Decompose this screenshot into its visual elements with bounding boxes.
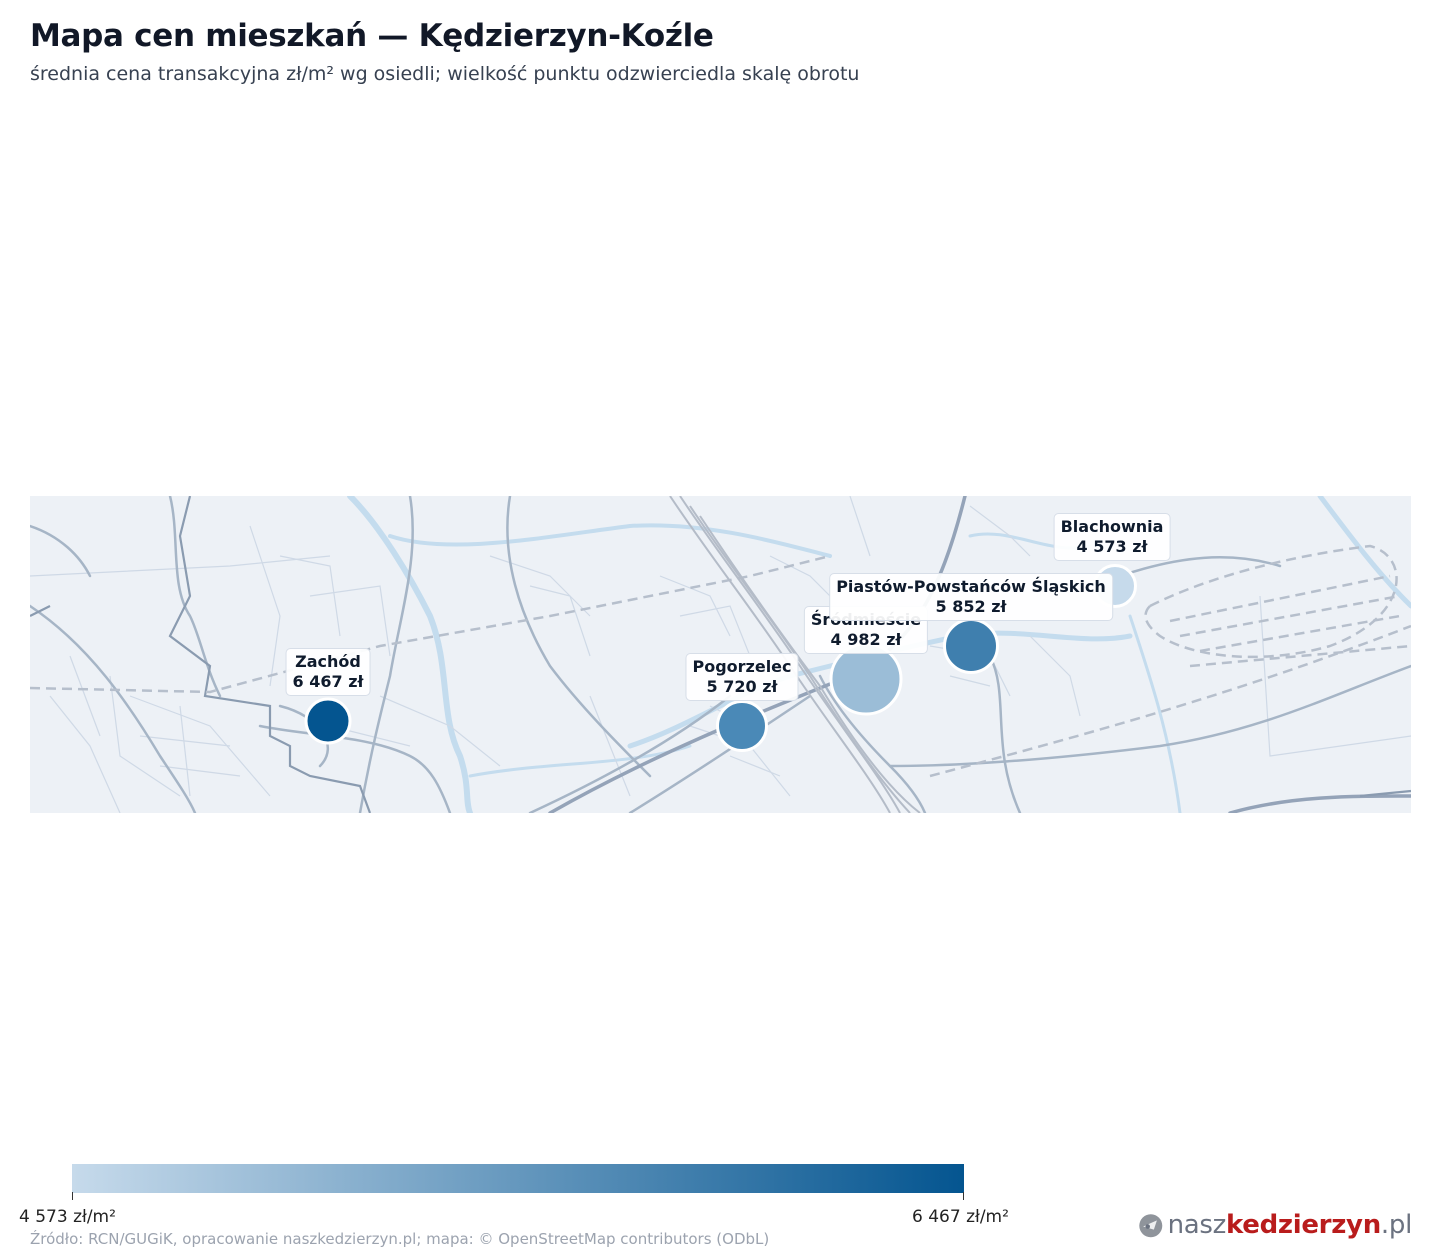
brand-suffix: .pl <box>1380 1210 1412 1240</box>
brand-prefix: nasz <box>1167 1210 1227 1240</box>
district-price: 4 982 zł <box>830 630 902 649</box>
district-label-piastow: Piastów-Powstańców Śląskich 5 852 zł <box>829 573 1113 621</box>
page-title: Mapa cen mieszkań — Kędzierzyn-Koźle <box>30 18 714 54</box>
district-label-pogorzelec: Pogorzelec 5 720 zł <box>685 653 799 701</box>
district-name: Pogorzelec <box>692 657 792 676</box>
rocket-globe-icon <box>1139 1214 1163 1238</box>
legend-tick-max <box>963 1192 964 1200</box>
district-name: Blachownia <box>1060 517 1164 536</box>
district-marker-piastow[interactable] <box>943 618 999 674</box>
legend-min-label: 4 573 zł/m² <box>19 1207 116 1227</box>
district-label-zachod: Zachód 6 467 zł <box>285 648 371 696</box>
district-price: 5 720 zł <box>706 677 778 696</box>
brand-logo[interactable]: naszkedzierzyn.pl <box>1137 1206 1412 1244</box>
brand-wordmark: naszkedzierzyn.pl <box>1167 1210 1413 1240</box>
map-canvas[interactable]: Zachód 6 467 zł Pogorzelec 5 720 zł Śród… <box>30 496 1411 813</box>
district-marker-zachod[interactable] <box>304 697 352 745</box>
district-price: 4 573 zł <box>1076 537 1148 556</box>
district-name: Zachód <box>295 652 361 671</box>
district-price: 6 467 zł <box>292 672 364 691</box>
source-attribution: Źródło: RCN/GUGiK, opracowanie naszkedzi… <box>30 1230 770 1248</box>
district-label-blachownia: Blachownia 4 573 zł <box>1053 513 1171 561</box>
color-scale-bar <box>72 1164 964 1193</box>
legend-tick-min <box>72 1192 73 1200</box>
brand-main: kedzierzyn <box>1225 1210 1381 1240</box>
page-subtitle: średnia cena transakcyjna zł/m² wg osied… <box>30 63 860 85</box>
district-name: Piastów-Powstańców Śląskich <box>836 577 1106 596</box>
legend-max-label: 6 467 zł/m² <box>912 1207 1009 1227</box>
district-price: 5 852 zł <box>935 597 1007 616</box>
district-marker-pogorzelec[interactable] <box>716 700 768 752</box>
